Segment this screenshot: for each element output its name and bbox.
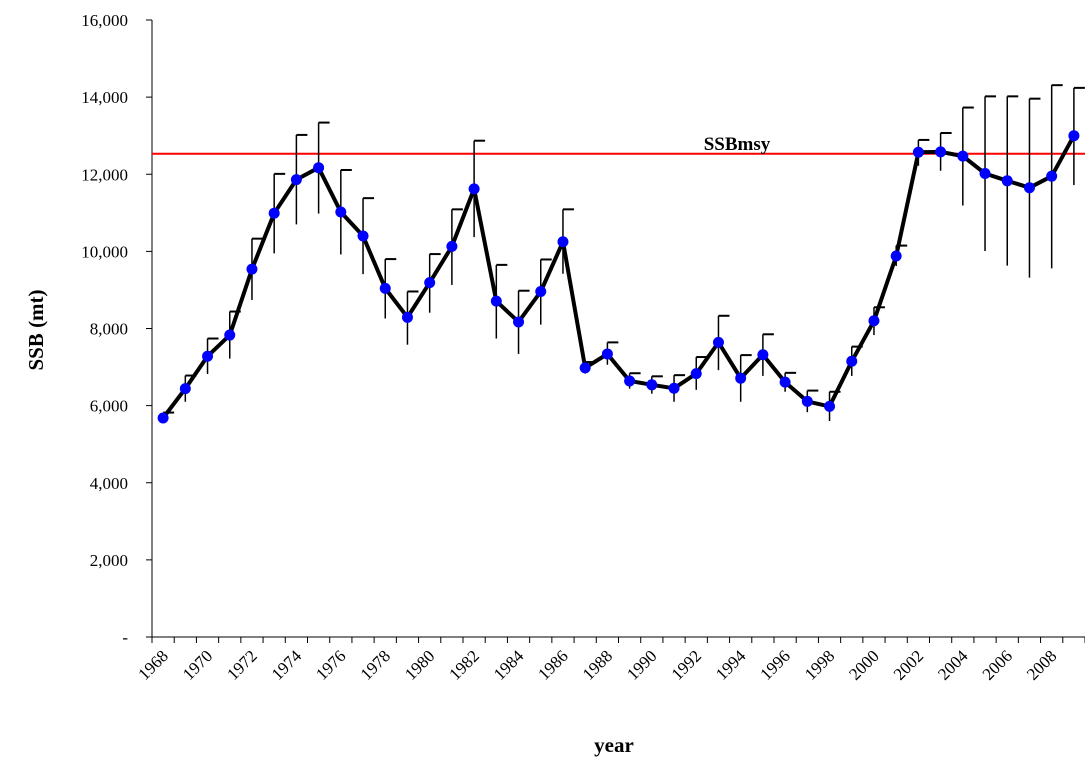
x-tick-label: 1968 <box>134 646 171 683</box>
data-point <box>290 174 302 186</box>
data-point <box>424 277 436 289</box>
data-point <box>513 316 525 328</box>
axes <box>151 20 1085 638</box>
y-tick-label: 2,000 <box>90 551 128 570</box>
data-point <box>735 372 747 384</box>
x-tick-label: 1972 <box>223 646 260 683</box>
y-tick-label: 14,000 <box>81 88 128 107</box>
x-tick-label: 1980 <box>401 646 438 683</box>
data-point <box>846 355 858 367</box>
data-point <box>1046 170 1058 182</box>
data-point <box>935 146 947 158</box>
data-point <box>268 207 280 219</box>
x-tick-label: 1978 <box>357 646 394 683</box>
x-tick-label: 1992 <box>668 646 705 683</box>
y-tick-label: 10,000 <box>81 242 128 261</box>
x-tick-label: 1996 <box>756 646 793 683</box>
data-point <box>379 282 391 294</box>
y-tick-label: 6,000 <box>90 397 128 416</box>
data-point <box>668 382 680 394</box>
data-point <box>446 240 458 252</box>
ssbmsy-label: SSBmsy <box>704 134 771 155</box>
y-axis-title: SSB (mt) <box>24 289 48 370</box>
x-tick-label: 2002 <box>890 646 927 683</box>
x-tick-label: 1984 <box>490 646 528 684</box>
x-ticks: 1968 1970 1972 1974 1976 1978 1980 1982 1984 1986… <box>134 637 1085 684</box>
data-point <box>335 206 347 218</box>
x-tick-label: 2004 <box>934 646 972 684</box>
x-tick-label: 1974 <box>268 646 306 684</box>
data-point <box>535 285 547 297</box>
data-point <box>468 183 480 195</box>
data-point <box>712 336 724 348</box>
data-point <box>1001 175 1013 187</box>
data-point <box>890 250 902 262</box>
y-tick-label: 16,000 <box>81 11 128 30</box>
x-tick-label: 1998 <box>801 646 838 683</box>
x-tick-label: 1976 <box>312 646 349 683</box>
x-tick-label: 1988 <box>579 646 616 683</box>
y-ticks: - 2,000 4,000 6,000 8,000 10,000 12,000 14,000 1… <box>81 11 152 647</box>
x-tick-label: 2000 <box>845 646 882 683</box>
x-tick-label: 1970 <box>179 646 216 683</box>
x-axis-title: year <box>594 733 634 757</box>
data-point <box>246 263 258 275</box>
data-point <box>690 368 702 380</box>
data-point <box>202 350 214 362</box>
data-point <box>157 412 169 424</box>
data-points <box>157 130 1080 424</box>
x-tick-label: 2008 <box>1023 646 1060 683</box>
x-tick-label: 1994 <box>712 646 750 684</box>
data-point <box>557 236 569 248</box>
x-tick-label: 1986 <box>534 646 571 683</box>
data-point <box>646 379 658 391</box>
data-point <box>224 329 236 341</box>
data-point <box>179 383 191 395</box>
x-tick-label: 1982 <box>445 646 482 683</box>
data-point <box>824 400 836 412</box>
y-tick-label: 4,000 <box>90 474 128 493</box>
data-point <box>579 362 591 374</box>
data-point <box>868 315 880 327</box>
data-point <box>601 348 613 360</box>
data-point <box>1068 130 1080 142</box>
data-point <box>313 162 325 174</box>
data-point <box>801 395 813 407</box>
data-point <box>624 375 636 387</box>
data-point <box>1023 182 1035 194</box>
y-tick-label: 12,000 <box>81 165 128 184</box>
data-point <box>357 230 369 242</box>
x-tick-label: 1990 <box>623 646 660 683</box>
y-tick-label: - <box>122 628 128 647</box>
data-point <box>490 295 502 307</box>
data-point <box>979 167 991 179</box>
data-point <box>757 349 769 361</box>
data-point <box>779 376 791 388</box>
x-tick-label: 2006 <box>979 646 1016 683</box>
data-point <box>957 150 969 162</box>
data-point <box>401 311 413 323</box>
data-point <box>912 146 924 158</box>
y-tick-label: 8,000 <box>90 320 128 339</box>
